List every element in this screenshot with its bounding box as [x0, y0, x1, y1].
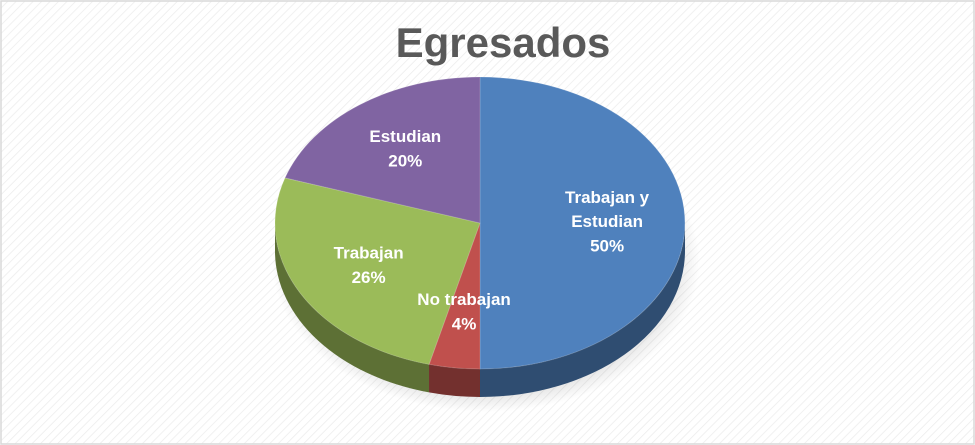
chart-title: Egresados: [396, 19, 611, 66]
slice: [479, 76, 686, 370]
slice-label: Trabajan: [334, 244, 404, 263]
slice-label: Trabajan y Estudian: [565, 188, 650, 231]
slice-side: [429, 364, 480, 398]
slice: [428, 222, 481, 370]
pie: [274, 76, 686, 398]
value-label: 20%: [388, 151, 422, 170]
slice-label: Estudian: [369, 127, 441, 146]
slice: [284, 76, 481, 224]
labels: Trabajan y Estudian 50% No trabajan 4% Trabaj…: [334, 127, 650, 333]
slice-side: [275, 223, 430, 393]
slice-label: No trabajan: [417, 290, 511, 309]
value-label: 50%: [590, 236, 624, 255]
value-label: 26%: [352, 268, 386, 287]
value-label: 4%: [452, 314, 477, 333]
slice-side: [480, 223, 685, 397]
slice: [274, 177, 481, 365]
